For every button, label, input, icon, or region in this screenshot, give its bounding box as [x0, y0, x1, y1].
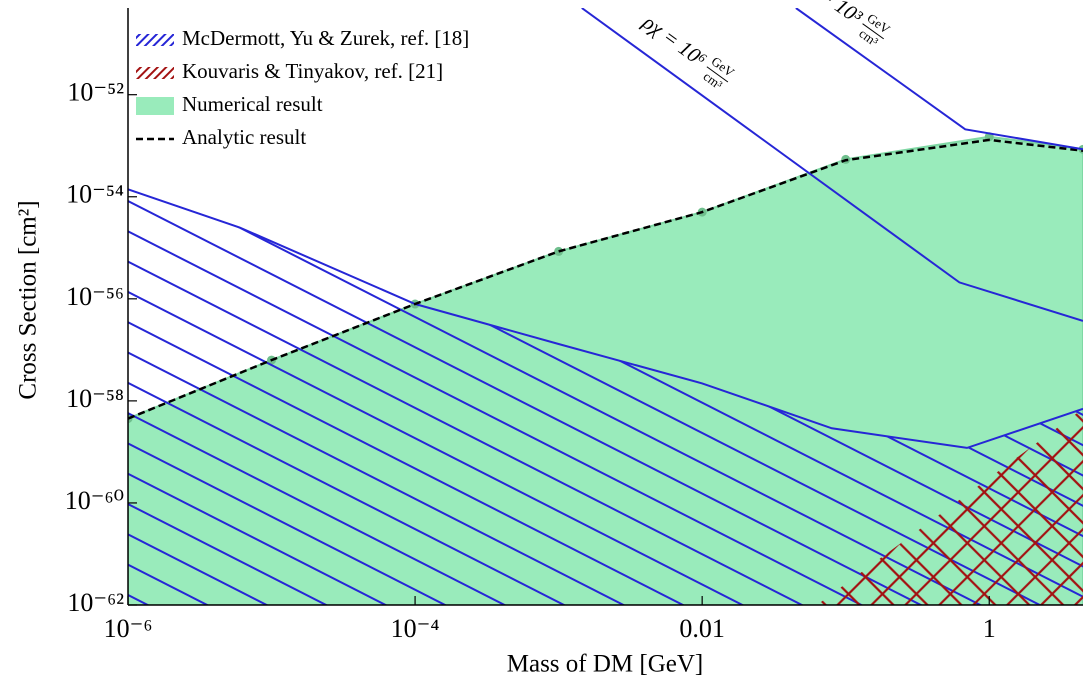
- hatched-region: [128, 189, 1083, 605]
- density-line: [795, 8, 1083, 151]
- axes: 10⁻⁶ 10⁻⁴ 0.01 1 10⁻⁶² 10⁻⁶⁰ 10⁻⁵⁸ 10⁻⁵⁶ 10⁻⁵⁴ 10…: [65, 8, 1083, 643]
- numerical-point: [554, 246, 564, 256]
- y-tick-label: 10⁻⁵²: [67, 78, 124, 107]
- x-tick-label: 10⁻⁴: [391, 614, 440, 643]
- y-tick-label: 10⁻⁶²: [67, 588, 124, 617]
- crosshatched-region: [816, 408, 1083, 605]
- fraction-bar: [862, 23, 884, 40]
- legend-label: Kouvaris & Tinyakov, ref. [21]: [182, 59, 443, 83]
- y-tick-label: 10⁻⁵⁶: [66, 282, 124, 311]
- x-tick-label: 0.01: [679, 614, 725, 643]
- plot-area: [128, 8, 1083, 605]
- y-axis-label: Cross Section [cm²]: [15, 200, 42, 399]
- region-boundary: [128, 188, 1083, 449]
- legend-label: Numerical result: [182, 92, 323, 116]
- density-line: [581, 8, 1083, 322]
- x-axis-label: Mass of DM [GeV]: [507, 651, 704, 678]
- legend-label: McDermott, Yu & Zurek, ref. [18]: [182, 26, 469, 50]
- annotation-text: ρχ = 10⁶: [638, 9, 711, 71]
- x-tick-label: 10⁻⁶: [104, 614, 153, 643]
- legend: McDermott, Yu & Zurek, ref. [18] Kouvaris…: [136, 26, 469, 149]
- x-tick-label: 1: [983, 614, 996, 643]
- y-tick-label: 10⁻⁵⁴: [66, 180, 124, 209]
- legend-swatch: [136, 34, 174, 46]
- fraction-bar: [706, 66, 729, 83]
- legend-swatch: [136, 67, 174, 79]
- y-tick-label: 10⁻⁵⁸: [66, 384, 124, 413]
- legend-swatch: [136, 97, 174, 115]
- analytic-line: [128, 138, 1083, 420]
- y-tick-label: 10⁻⁶⁰: [65, 486, 124, 515]
- line-annotation: ρχ = 10³GeVcm³: [794, 0, 894, 49]
- legend-label: Analytic result: [182, 125, 306, 149]
